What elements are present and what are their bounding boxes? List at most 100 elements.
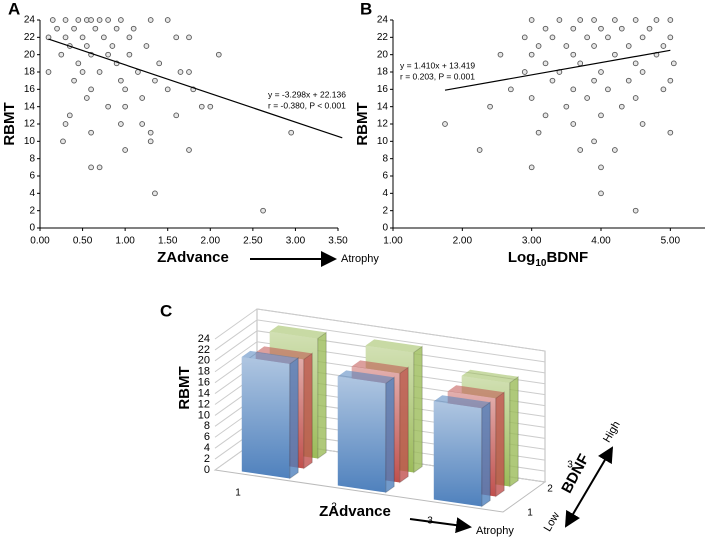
data-point <box>126 34 133 41</box>
data-point <box>639 69 646 75</box>
y-tick-label: 22 <box>198 344 210 356</box>
data-point <box>487 103 493 110</box>
data-point <box>667 34 674 41</box>
x-tick-label: 0.00 <box>30 236 50 247</box>
grid-line <box>214 319 546 363</box>
y-tick-label: 4 <box>29 188 35 199</box>
bar-side <box>413 345 423 474</box>
data-point <box>101 34 107 41</box>
data-point <box>45 34 52 41</box>
equation: y = -3.298x + 22.136 <box>268 89 346 99</box>
data-point <box>667 17 674 23</box>
data-point <box>66 112 73 119</box>
x-axis-label-part: 10 <box>535 258 547 269</box>
data-point <box>207 103 214 110</box>
data-point <box>639 34 646 41</box>
data-point <box>570 51 577 58</box>
depth-tick-label: 2 <box>547 484 553 495</box>
data-point <box>521 69 528 75</box>
data-point <box>598 69 604 75</box>
data-point <box>177 69 184 75</box>
y-tick-label: 2 <box>382 205 388 216</box>
data-point <box>147 17 154 23</box>
bar-top <box>365 339 423 353</box>
y-tick-label: 14 <box>377 101 389 112</box>
data-point <box>118 77 124 84</box>
data-point <box>667 129 674 136</box>
y-tick-label: 16 <box>198 377 210 389</box>
data-point <box>54 25 60 32</box>
data-point <box>584 95 590 101</box>
grid-line <box>214 341 546 385</box>
data-point <box>563 43 570 49</box>
depth-tick-label: 1 <box>527 508 533 519</box>
z-low: Low <box>542 510 563 534</box>
bar-side <box>399 366 409 484</box>
data-point <box>75 60 82 67</box>
data-point <box>632 95 639 101</box>
data-point <box>535 43 542 49</box>
data-point <box>563 103 570 110</box>
data-point <box>122 147 128 153</box>
data-point <box>96 164 103 171</box>
data-point <box>653 17 660 23</box>
data-point <box>508 86 514 93</box>
data-point <box>126 51 133 58</box>
data-point <box>118 121 124 127</box>
y-tick-label: 8 <box>29 153 35 164</box>
panel-letter: C <box>160 301 172 320</box>
data-point <box>49 17 56 23</box>
data-point <box>577 60 584 67</box>
data-point <box>521 34 528 41</box>
data-point <box>549 34 556 41</box>
data-point <box>542 112 549 119</box>
x-tick-label: 3.50 <box>328 236 348 247</box>
data-point <box>577 17 584 23</box>
y-tick-label: 10 <box>198 409 210 421</box>
data-point <box>625 77 632 84</box>
y-tick-label: 14 <box>198 387 210 399</box>
bar-side <box>481 401 491 508</box>
data-point <box>612 51 618 58</box>
data-point <box>535 129 542 136</box>
data-point <box>542 25 549 32</box>
y-tick-label: 4 <box>382 188 388 199</box>
data-point <box>288 129 295 136</box>
y-tick-label: 0 <box>382 223 388 234</box>
data-point <box>591 138 597 145</box>
stats: r = -0.380, P < 0.001 <box>268 100 346 110</box>
data-point <box>442 121 448 127</box>
bar-top <box>337 370 395 384</box>
x-axis-label: ZAdvance <box>157 249 229 266</box>
data-point <box>646 25 653 32</box>
data-point <box>186 69 192 75</box>
y-tick-label: 10 <box>24 136 36 147</box>
data-point <box>660 43 667 49</box>
data-point <box>143 43 150 49</box>
x-axis-label-part: Log <box>508 249 536 266</box>
data-point <box>105 103 111 110</box>
y-tick-label: 24 <box>198 333 210 345</box>
bar-side <box>317 331 327 460</box>
y-tick-label: 10 <box>377 136 389 147</box>
data-point <box>570 121 577 127</box>
data-point <box>62 34 69 41</box>
y-tick-label: 18 <box>24 67 36 78</box>
bar-top <box>269 325 327 339</box>
y-tick-label: 12 <box>198 398 210 410</box>
data-point <box>570 86 577 93</box>
y-tick-label: 0 <box>204 464 210 476</box>
annotation: Atrophy <box>341 253 379 265</box>
data-point <box>670 60 677 67</box>
y-tick-label: 20 <box>377 49 389 60</box>
data-point <box>542 60 549 67</box>
data-point <box>556 17 563 23</box>
data-point <box>584 34 590 41</box>
data-point <box>591 77 597 84</box>
x-tick-label: 1 <box>235 488 241 499</box>
y-axis-label: RBMT <box>1 102 18 145</box>
grid-line <box>214 330 546 374</box>
data-point <box>497 51 504 58</box>
data-point <box>528 164 535 171</box>
